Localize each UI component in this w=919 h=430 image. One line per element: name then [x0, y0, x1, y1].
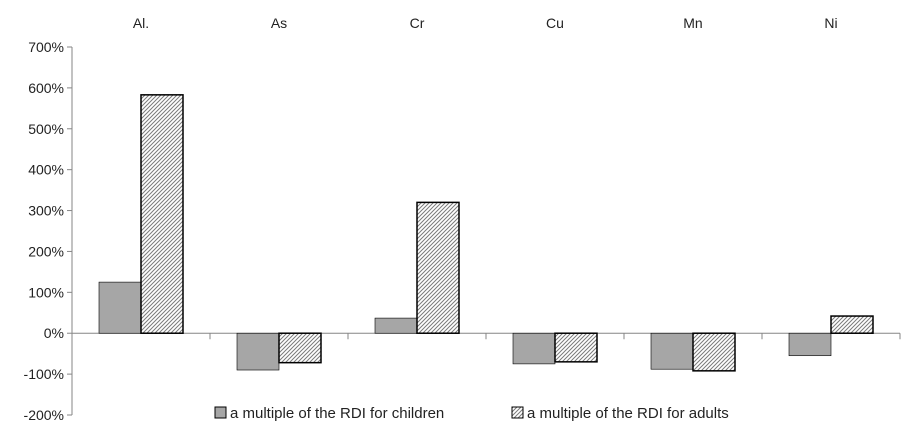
bar-as-series-1 [236, 332, 280, 371]
legend-label-1: a multiple of the RDI for children [230, 405, 444, 422]
legend-label-2: a multiple of the RDI for adults [527, 405, 729, 422]
y-tick-label: 600% [28, 80, 64, 96]
y-tick-label: 400% [28, 162, 64, 178]
y-tick-label: 700% [28, 39, 64, 55]
legend-swatch-1 [214, 406, 227, 419]
bar-ni-series-2 [830, 315, 874, 334]
legend: a multiple of the RDI for children a mult… [214, 405, 729, 422]
category-label: As [271, 15, 287, 31]
bar-as-series-2 [278, 332, 322, 364]
category-label: Cr [410, 15, 425, 31]
bar-cr-series-2 [416, 201, 460, 334]
y-tick-label: -200% [24, 407, 64, 423]
y-tick-label: 500% [28, 121, 64, 137]
category-label: Ni [824, 15, 837, 31]
y-tick-label: -100% [24, 366, 64, 382]
y-tick-label: 300% [28, 203, 64, 219]
y-tick-label: 0% [44, 325, 64, 341]
y-tick-label: 200% [28, 243, 64, 259]
bar-cu-series-1 [512, 332, 556, 365]
x-axis [71, 332, 901, 340]
y-axis: -200% -100% 0% 100% 200% 300% 400% 500% 600% 700% [24, 39, 73, 423]
bar-mn-series-2 [692, 332, 736, 372]
category-label: Al. [133, 15, 149, 31]
bar-al-series-1 [98, 281, 142, 334]
legend-swatch-2 [511, 406, 524, 419]
category-label: Cu [546, 15, 564, 31]
category-label: Mn [683, 15, 702, 31]
y-tick-label: 100% [28, 284, 64, 300]
bar-cr-series-1 [374, 317, 418, 334]
bar-cu-series-2 [554, 332, 598, 363]
bars [98, 94, 874, 372]
bar-al-series-2 [140, 94, 184, 334]
bar-ni-series-1 [788, 332, 832, 357]
bar-mn-series-1 [650, 332, 694, 370]
category-labels: Al. As Cr Cu Mn Ni [133, 15, 838, 31]
